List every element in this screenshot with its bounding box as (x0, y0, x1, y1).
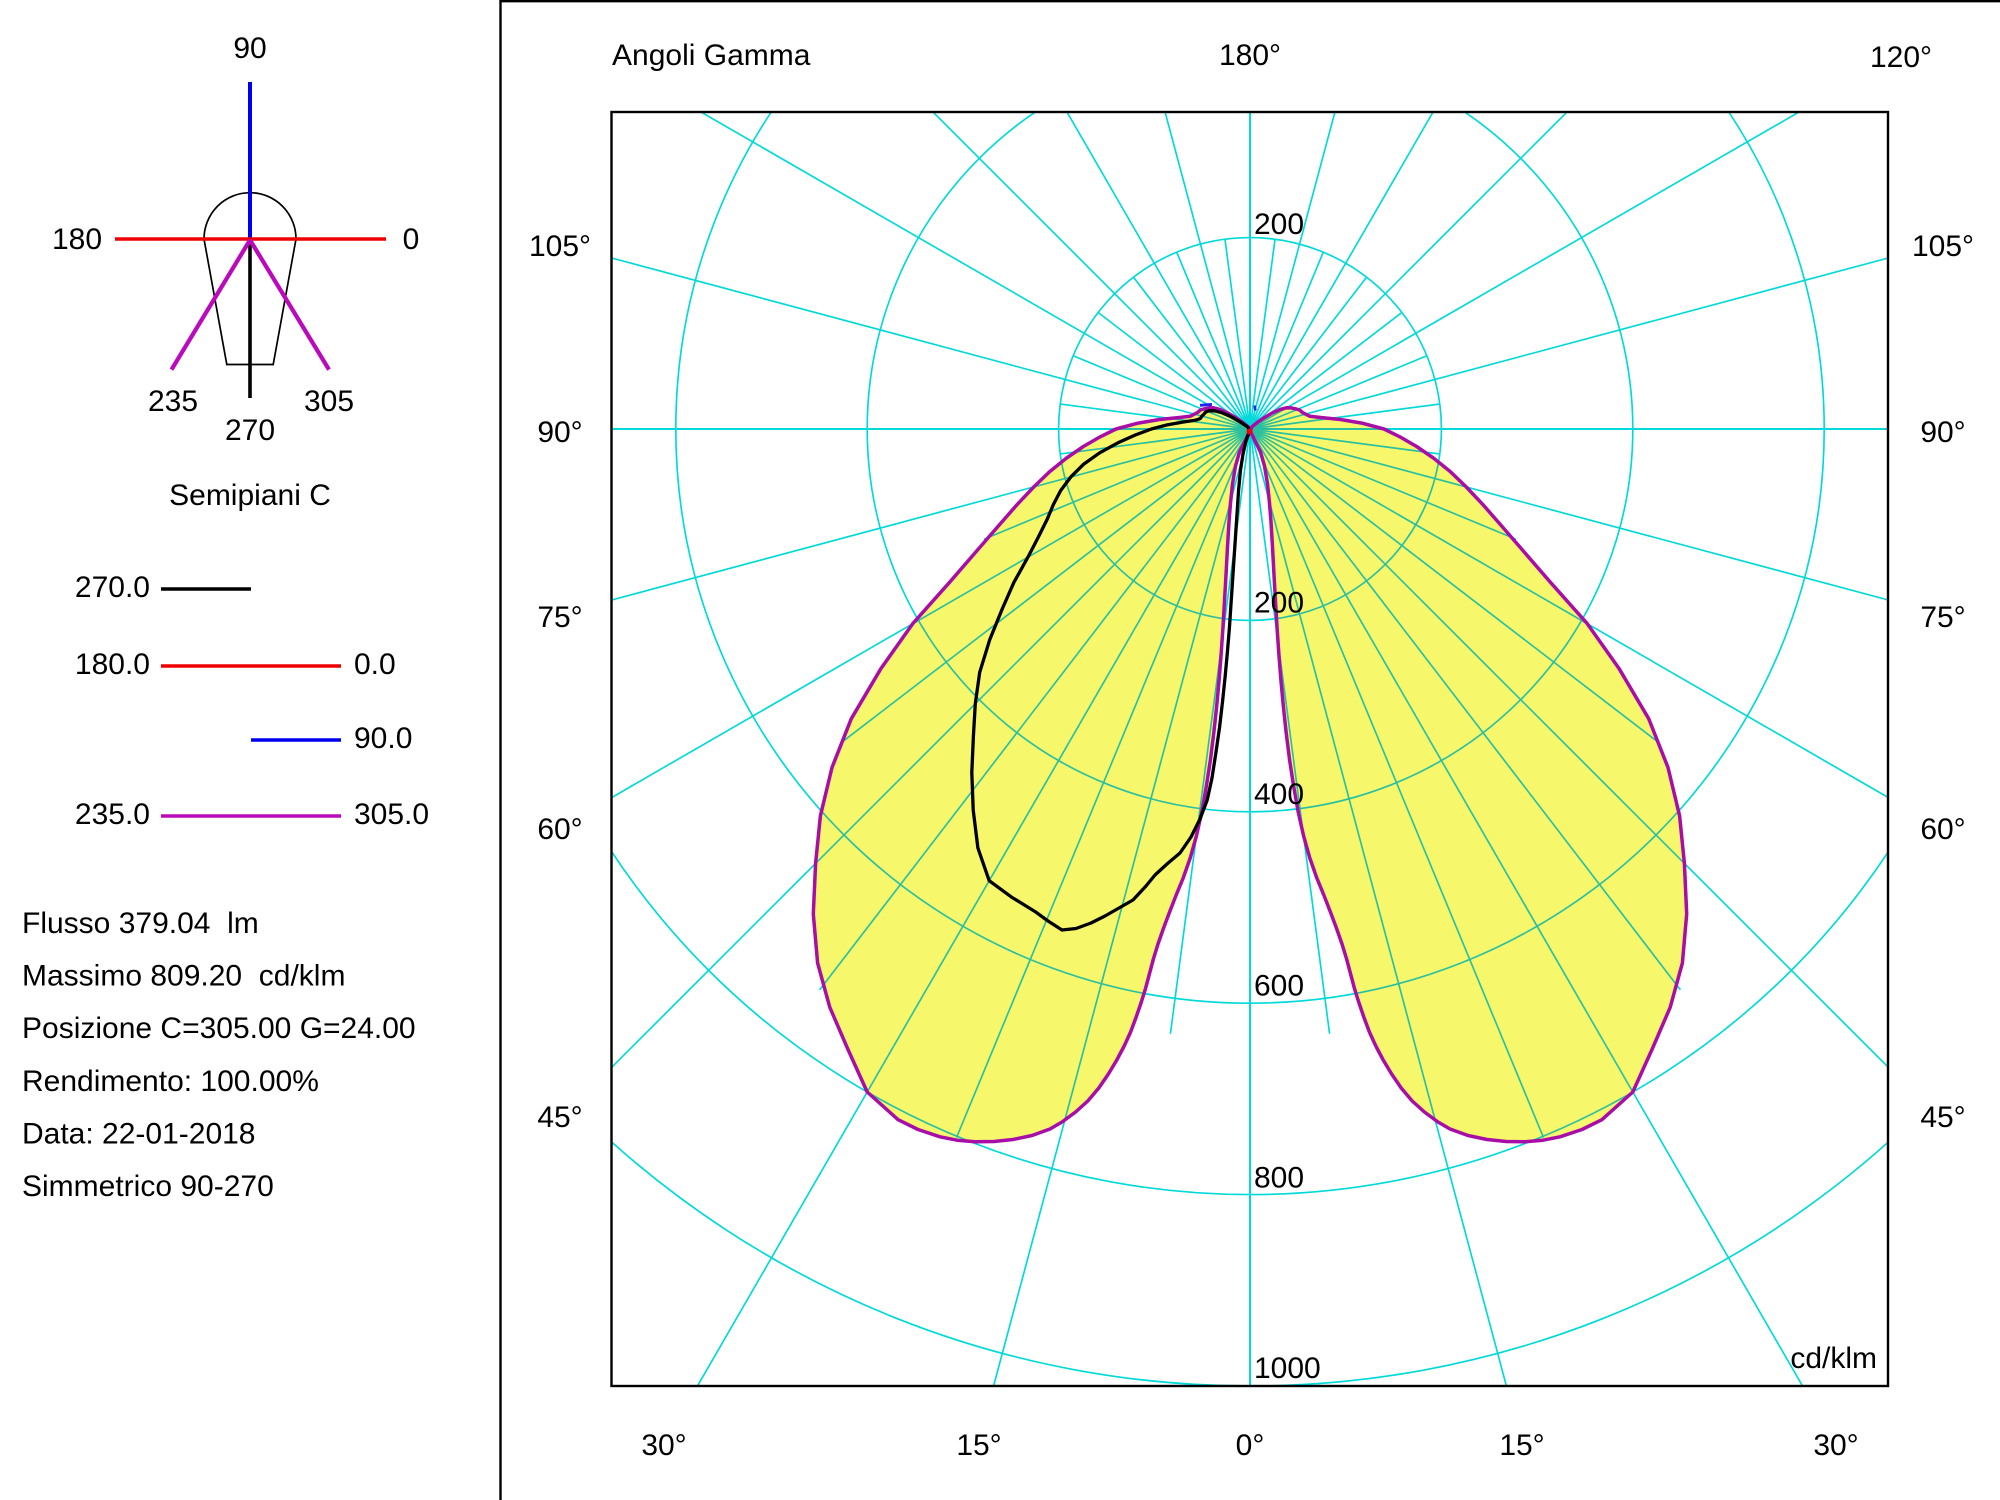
svg-text:105°: 105° (529, 230, 591, 263)
svg-text:90: 90 (233, 32, 266, 65)
svg-text:305.0: 305.0 (354, 798, 429, 831)
svg-text:Angoli Gamma: Angoli Gamma (612, 39, 811, 72)
svg-text:30°: 30° (1813, 1429, 1858, 1462)
svg-text:0°: 0° (1236, 1429, 1265, 1462)
svg-text:Simmetrico 90-270: Simmetrico 90-270 (22, 1170, 274, 1203)
svg-text:15°: 15° (956, 1429, 1001, 1462)
svg-text:45°: 45° (537, 1101, 582, 1134)
svg-text:180: 180 (52, 223, 102, 256)
svg-text:60°: 60° (1920, 813, 1965, 846)
svg-text:180°: 180° (1219, 39, 1281, 72)
svg-text:200: 200 (1254, 208, 1304, 241)
svg-text:cd/klm: cd/klm (1790, 1342, 1877, 1375)
svg-text:30°: 30° (641, 1429, 686, 1462)
svg-text:600: 600 (1254, 970, 1304, 1003)
svg-text:120°: 120° (1870, 41, 1932, 74)
svg-text:75°: 75° (537, 601, 582, 634)
svg-text:0.0: 0.0 (354, 648, 396, 681)
svg-text:235: 235 (148, 385, 198, 418)
svg-text:200: 200 (1254, 586, 1304, 619)
svg-text:800: 800 (1254, 1162, 1304, 1195)
svg-text:Flusso 379.04 lm: Flusso 379.04 lm (22, 907, 259, 940)
svg-text:270: 270 (225, 414, 275, 447)
svg-text:400: 400 (1254, 778, 1304, 811)
svg-text:60°: 60° (537, 813, 582, 846)
svg-text:15°: 15° (1499, 1429, 1544, 1462)
svg-text:90°: 90° (537, 416, 582, 449)
svg-text:Rendimento: 100.00%: Rendimento: 100.00% (22, 1065, 319, 1098)
svg-text:Massimo 809.20 cd/klm: Massimo 809.20 cd/klm (22, 960, 345, 993)
svg-text:90.0: 90.0 (354, 722, 412, 755)
svg-text:45°: 45° (1920, 1101, 1965, 1134)
svg-text:305: 305 (304, 385, 354, 418)
svg-text:Data: 22-01-2018: Data: 22-01-2018 (22, 1117, 256, 1150)
svg-text:75°: 75° (1920, 601, 1965, 634)
svg-text:Semipiani C: Semipiani C (169, 479, 331, 512)
svg-text:235.0: 235.0 (75, 798, 150, 831)
svg-text:1000: 1000 (1254, 1352, 1321, 1385)
svg-text:90°: 90° (1920, 416, 1965, 449)
svg-text:105°: 105° (1912, 230, 1974, 263)
svg-text:270.0: 270.0 (75, 571, 150, 604)
svg-text:Posizione C=305.00 G=24.00: Posizione C=305.00 G=24.00 (22, 1012, 416, 1045)
svg-text:180.0: 180.0 (75, 648, 150, 681)
svg-text:0: 0 (403, 223, 420, 256)
